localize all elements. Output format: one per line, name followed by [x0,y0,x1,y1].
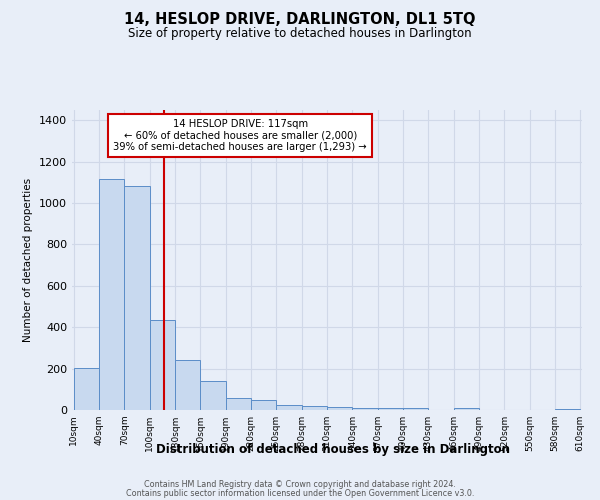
Bar [403,408,428,410]
Bar [454,408,479,410]
Bar [327,407,352,410]
Bar [99,180,124,410]
Text: Distribution of detached houses by size in Darlington: Distribution of detached houses by size … [156,442,510,456]
Bar [226,398,251,410]
Text: Size of property relative to detached houses in Darlington: Size of property relative to detached ho… [128,28,472,40]
Bar [74,368,99,410]
Bar [200,381,226,410]
Bar [251,400,277,410]
Text: 14 HESLOP DRIVE: 117sqm
← 60% of detached houses are smaller (2,000)
39% of semi: 14 HESLOP DRIVE: 117sqm ← 60% of detache… [113,119,367,152]
Text: Contains HM Land Registry data © Crown copyright and database right 2024.: Contains HM Land Registry data © Crown c… [144,480,456,489]
Bar [302,406,327,410]
Bar [377,408,403,410]
Text: 14, HESLOP DRIVE, DARLINGTON, DL1 5TQ: 14, HESLOP DRIVE, DARLINGTON, DL1 5TQ [124,12,476,28]
Bar [277,405,302,410]
Bar [555,409,580,410]
Y-axis label: Number of detached properties: Number of detached properties [23,178,34,342]
Bar [175,360,200,410]
Bar [149,320,175,410]
Text: Contains public sector information licensed under the Open Government Licence v3: Contains public sector information licen… [126,489,474,498]
Bar [124,186,149,410]
Bar [352,408,377,410]
